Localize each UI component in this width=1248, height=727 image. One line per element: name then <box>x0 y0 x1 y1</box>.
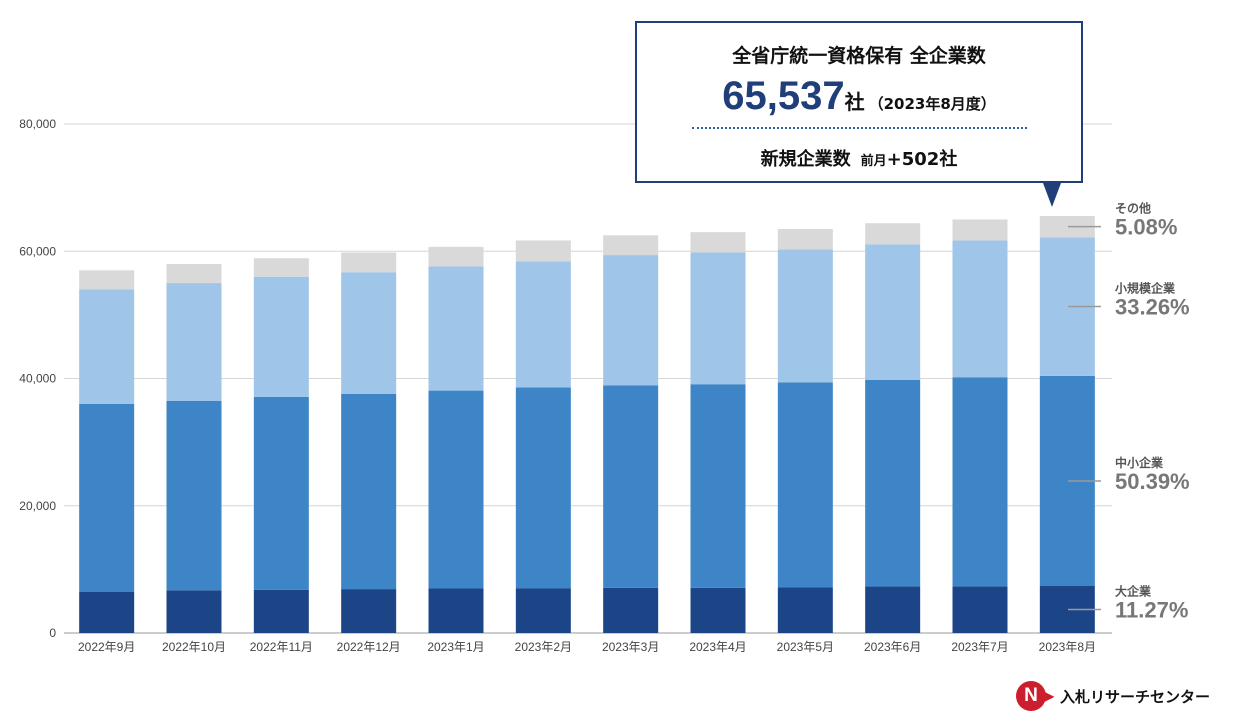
legend-percent: 5.08% <box>1115 215 1177 240</box>
bar-segment <box>515 240 571 262</box>
bar-segment <box>952 219 1008 241</box>
logo-arrow-icon: ▶ <box>1044 689 1054 703</box>
logo-name: 入札リサーチセンター <box>1060 687 1211 706</box>
x-axis: 2022年9月 2022年10月 2022年11月 2022年12月 2023年1月 20… <box>78 640 1096 654</box>
bar-segment <box>690 384 746 588</box>
bar-segment <box>865 223 921 245</box>
x-tick-label: 2023年1月 <box>427 640 484 654</box>
bar-segment <box>690 587 746 633</box>
bar-segment <box>79 289 135 404</box>
legend-percent: 50.39% <box>1115 469 1190 494</box>
y-tick-label: 60,000 <box>19 244 56 258</box>
y-axis: 0 20,000 40,000 60,000 80,000 <box>19 117 56 640</box>
bar-segment <box>603 255 659 386</box>
bar-segment <box>253 396 309 590</box>
bar-segment <box>1039 216 1095 238</box>
x-tick-label: 2023年6月 <box>864 640 921 654</box>
callout-unit: 社 <box>844 90 865 114</box>
bar-segment <box>952 240 1008 378</box>
bar-segment <box>865 379 921 587</box>
x-tick-label: 2023年5月 <box>777 640 834 654</box>
callout-total-line: 65,537社 （2023年8月度） <box>637 74 1081 119</box>
bar-segment <box>341 589 397 633</box>
callout-new-companies: 新規企業数 前月+502社 <box>637 145 1081 171</box>
bar-segment <box>253 276 309 397</box>
x-tick-label: 2023年8月 <box>1039 640 1096 654</box>
legend-percent: 11.27% <box>1115 598 1188 623</box>
bar-segment <box>79 403 135 592</box>
gridlines <box>64 123 1112 634</box>
logo-mark-letter: N <box>1024 685 1038 706</box>
bar-segment <box>865 244 921 380</box>
new-companies-label: 新規企業数 <box>760 149 851 170</box>
bar-segment <box>952 586 1008 633</box>
y-tick-label: 20,000 <box>19 499 56 513</box>
bar-segment <box>777 228 833 250</box>
bar-segment <box>166 283 222 401</box>
bar-segment <box>341 252 397 273</box>
bar-segment <box>515 387 571 589</box>
bar-segment <box>166 263 222 284</box>
bar-segment <box>865 586 921 633</box>
bar-segment <box>777 249 833 383</box>
bar-segment <box>253 589 309 633</box>
x-tick-label: 2022年12月 <box>337 640 401 654</box>
x-tick-label: 2022年9月 <box>78 640 135 654</box>
bar-segment <box>341 393 397 590</box>
legend-label: その他 <box>1115 201 1151 216</box>
prev-month-label: 前月 <box>860 154 887 169</box>
callout-total: 65,537 <box>722 74 845 118</box>
bar-segment <box>690 252 746 385</box>
bar-segment <box>690 232 746 253</box>
logo-mark-icon: N ▶ <box>1016 681 1054 711</box>
x-tick-label: 2022年11月 <box>250 640 313 654</box>
bar-layer <box>79 216 1095 633</box>
total-companies-callout: 全省庁統一資格保有 全企業数 65,537社 （2023年8月度） 新規企業数 前月… <box>635 21 1083 183</box>
bar-segment <box>428 588 484 633</box>
x-tick-label: 2022年10月 <box>162 640 226 654</box>
bar-segment <box>952 377 1008 587</box>
bar-segment <box>515 261 571 388</box>
legend-label: 中小企業 <box>1115 455 1164 470</box>
new-companies-delta: +502社 <box>886 149 958 170</box>
bar-segment <box>428 390 484 589</box>
y-tick-label: 80,000 <box>19 117 56 131</box>
bar-segment <box>166 400 222 591</box>
bar-segment <box>341 272 397 394</box>
callout-title: 全省庁統一資格保有 全企業数 <box>732 45 986 67</box>
legend-percent: 33.26% <box>1115 295 1190 320</box>
bar-segment <box>79 270 135 290</box>
bar-segment <box>428 266 484 391</box>
x-tick-label: 2023年7月 <box>951 640 1008 654</box>
bar-segment <box>603 235 659 256</box>
callout-period: （2023年8月度） <box>868 95 996 113</box>
bar-segment <box>777 587 833 633</box>
x-tick-label: 2023年4月 <box>689 640 746 654</box>
bar-segment <box>253 258 309 277</box>
bar-segment <box>428 246 484 267</box>
y-tick-label: 0 <box>49 626 56 640</box>
legend-label: 大企業 <box>1115 584 1152 599</box>
bar-segment <box>79 591 135 633</box>
callout-pointer <box>1043 183 1061 207</box>
x-tick-label: 2023年2月 <box>515 640 572 654</box>
legend-label: 小規模企業 <box>1115 281 1176 296</box>
bar-segment <box>166 590 222 633</box>
y-tick-label: 40,000 <box>19 372 56 386</box>
dotted-divider <box>691 127 1027 129</box>
bar-segment <box>515 588 571 633</box>
x-tick-label: 2023年3月 <box>602 640 659 654</box>
brand-logo: N ▶ 入札リサーチセンター <box>1016 681 1210 711</box>
bar-segment <box>777 382 833 588</box>
bar-segment <box>603 587 659 633</box>
bar-segment <box>603 385 659 588</box>
